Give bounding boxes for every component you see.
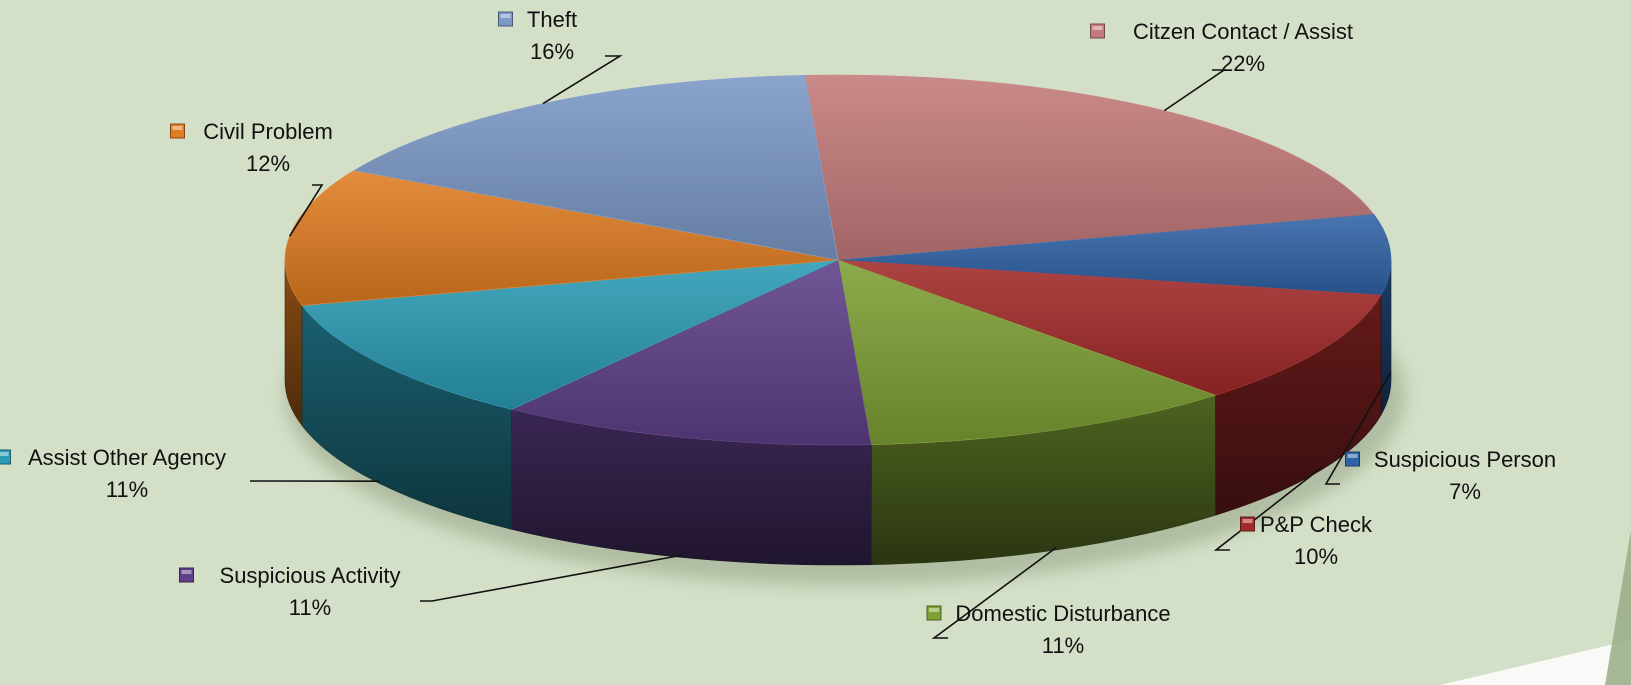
slice-value-3: 11% [1042, 633, 1084, 658]
legend-swatch-highlight-6 [172, 126, 183, 130]
slice-value-0: 22% [1221, 51, 1265, 76]
slice-label-1: Suspicious Person [1374, 447, 1556, 472]
slice-label-0: Citzen Contact / Assist [1133, 19, 1353, 44]
slice-label-5: Assist Other Agency [28, 445, 226, 470]
background-accent-dark [1605, 530, 1631, 685]
legend-swatch-1 [1345, 451, 1360, 467]
pie-slice-2 [837, 259, 1382, 396]
legend-swatch-3 [926, 605, 942, 621]
legend-swatch-2 [1240, 516, 1255, 532]
slice-label-6: Civil Problem [203, 119, 333, 144]
leader-line-7 [542, 55, 623, 105]
legend-swatch-highlight-0 [1092, 26, 1103, 30]
legend-swatch-highlight-3 [929, 608, 939, 612]
leader-line-0 [1163, 69, 1227, 112]
pie-slice-0 [804, 74, 1375, 261]
leader-lines [250, 55, 1392, 639]
legend-swatch-highlight-7 [500, 14, 511, 18]
legend-swatch-0 [1090, 23, 1105, 39]
legend-swatch-highlight-4 [181, 570, 192, 574]
slice-label-2: P&P Check [1260, 512, 1373, 537]
leader-line-3 [931, 546, 1057, 639]
legend-swatch-6 [170, 123, 185, 139]
data-labels: Citzen Contact / Assist 22% Suspicious Per… [0, 7, 1556, 658]
slice-label-4: Suspicious Activity [220, 563, 401, 588]
pie-slice-3 [837, 259, 1217, 445]
background-accent-light [1440, 640, 1631, 685]
legend-swatch-4 [179, 567, 194, 583]
legend-swatch-7 [498, 11, 513, 27]
legend-swatch-highlight-1 [1347, 454, 1358, 458]
legend-swatch-5 [0, 449, 11, 465]
pie-slice-5 [301, 259, 839, 410]
leader-line-1 [1324, 371, 1392, 485]
leader-line-4 [420, 554, 683, 602]
pie-slice-6 [284, 170, 839, 306]
slice-label-7: Theft [527, 7, 577, 32]
pie-slice-1 [837, 214, 1392, 296]
slice-value-7: 16% [530, 39, 574, 64]
slice-value-2: 10% [1294, 544, 1338, 569]
legend-swatch-highlight-2 [1242, 519, 1253, 523]
pie-slice-4 [510, 259, 872, 446]
slice-value-4: 11% [289, 595, 331, 620]
legend-swatch-highlight-5 [0, 452, 9, 456]
slice-value-5: 11% [106, 477, 148, 502]
slice-label-3: Domestic Disturbance [955, 601, 1170, 626]
slice-value-1: 7% [1449, 479, 1481, 504]
pie-tops [284, 74, 1392, 446]
slice-value-6: 12% [246, 151, 290, 176]
leader-line-6 [288, 184, 324, 237]
leader-line-2 [1213, 466, 1323, 551]
